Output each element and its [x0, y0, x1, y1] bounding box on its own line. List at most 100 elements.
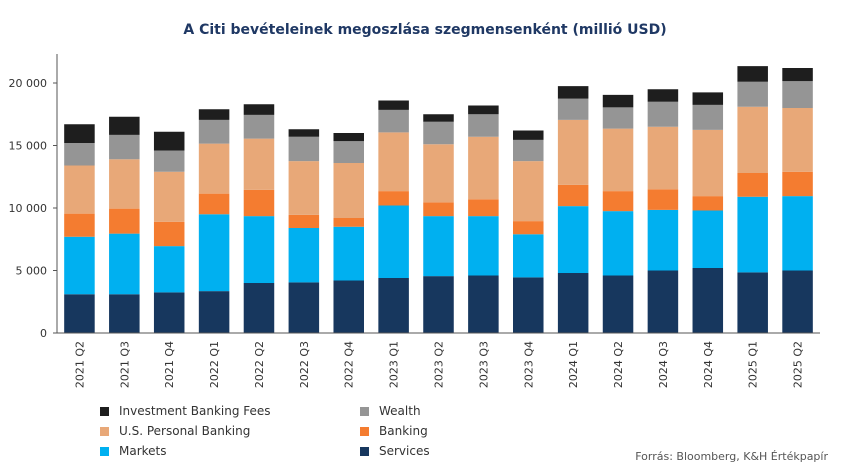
bar-segment [737, 81, 768, 107]
bar-segment [692, 196, 724, 211]
bar-segment [737, 196, 768, 273]
bar-segment [64, 213, 95, 237]
bar-segment [153, 171, 185, 222]
bar-segment [557, 98, 589, 120]
bar-segment [64, 143, 95, 166]
legend-label: Services [379, 444, 430, 458]
bar-segment [64, 294, 95, 333]
x-tick-label: 2022 Q2 [253, 341, 266, 388]
bar-segment [513, 130, 544, 140]
bar-segment [692, 92, 724, 105]
bar-segment [109, 159, 140, 209]
legend-label: Wealth [379, 404, 421, 418]
bar-segment [153, 131, 185, 151]
x-tick-label: 2023 Q1 [388, 341, 401, 388]
bar-segment [64, 165, 95, 214]
bar-segment [513, 277, 544, 334]
bar-segment [423, 276, 454, 334]
bar-segment [602, 191, 634, 212]
x-tick-label: 2024 Q4 [702, 341, 715, 388]
bar-segment [243, 104, 275, 115]
bar-segment [602, 94, 634, 108]
bar-segment [737, 66, 768, 82]
x-tick-label: 2023 Q2 [433, 341, 446, 388]
bar-segment [198, 193, 230, 215]
bar-segment [557, 86, 589, 99]
source-note: Forrás: Bloomberg, K&H Értékpapír [635, 450, 828, 463]
bar-segment [243, 138, 275, 190]
bar-segment [468, 114, 499, 137]
bar-segment [692, 268, 724, 333]
bar-segment [378, 191, 409, 206]
bar-segment [782, 270, 813, 333]
bar-segment [288, 214, 320, 229]
bar-segment [468, 199, 499, 217]
bar-segment [198, 214, 230, 292]
bar-segment [378, 109, 409, 133]
bar-segment [378, 278, 409, 333]
bar-segment [647, 126, 679, 190]
x-tick-label: 2022 Q3 [298, 341, 311, 388]
bar-segment [513, 221, 544, 235]
legend-swatch [360, 406, 369, 416]
bar-segment [513, 234, 544, 278]
bar-segment [513, 161, 544, 222]
x-tick-label: 2022 Q1 [208, 341, 221, 388]
bar-segment [692, 210, 724, 268]
bar-segment [782, 81, 813, 109]
legend-label: Investment Banking Fees [119, 404, 271, 418]
legend-item-wealth: Wealth [360, 404, 421, 418]
chart-title: A Citi bevételeinek megoszlása szegmense… [183, 22, 667, 38]
bar-segment [64, 124, 95, 143]
bar-segment [692, 129, 724, 197]
bar-segment [64, 236, 95, 295]
bar-segment [647, 101, 679, 127]
legend-swatch [100, 426, 109, 436]
bar-segment [423, 114, 454, 122]
y-tick-label: 0 [40, 327, 47, 340]
bar-segment [647, 189, 679, 210]
bar-segment [557, 273, 589, 333]
legend-item-markets: Markets [100, 444, 167, 458]
x-tick-label: 2025 Q1 [747, 341, 760, 388]
x-tick-label: 2024 Q3 [657, 341, 670, 388]
bar-segment [109, 134, 140, 160]
x-tick-label: 2022 Q4 [343, 341, 356, 388]
bar-segment [378, 132, 409, 192]
y-tick-label: 5 000 [16, 265, 48, 278]
stacked-bar-chart: 0 5 000 10 000 15 000 20 000 2021 Q2 2021 Q3 20… [9, 54, 820, 388]
bar-segment [198, 109, 230, 120]
bar-segment [243, 189, 275, 217]
bar-segment [109, 233, 140, 295]
bar-segment [423, 144, 454, 203]
bar-segment [782, 196, 813, 271]
bar-segment [468, 136, 499, 200]
bar-segment [109, 294, 140, 333]
bar-segment [737, 272, 768, 334]
legend-item-services: Services [360, 444, 430, 458]
bar-segment [557, 206, 589, 274]
bar-segment [692, 104, 724, 130]
legend-item-investment-banking-fees: Investment Banking Fees [100, 404, 271, 418]
bar-segment [153, 246, 185, 293]
bar-segment [243, 114, 275, 139]
bar-segment [333, 280, 364, 333]
legend-label: Markets [119, 444, 167, 458]
bar-segment [737, 106, 768, 173]
x-tick-label: 2021 Q2 [73, 341, 86, 388]
bar-segment [423, 121, 454, 145]
bar-segment [153, 150, 185, 172]
bar-segment [288, 228, 320, 283]
bar-segment [602, 275, 634, 333]
bar-segment [468, 216, 499, 276]
bar-segment [153, 221, 185, 247]
x-tick-label: 2024 Q1 [567, 341, 580, 388]
bar-segment [153, 292, 185, 334]
bar-segment [333, 218, 364, 227]
bar-segment [333, 133, 364, 142]
bar-segment [288, 129, 320, 137]
bar-segment [647, 270, 679, 333]
bar-segment [198, 291, 230, 334]
bar-segment [243, 283, 275, 333]
legend-swatch [100, 446, 109, 456]
